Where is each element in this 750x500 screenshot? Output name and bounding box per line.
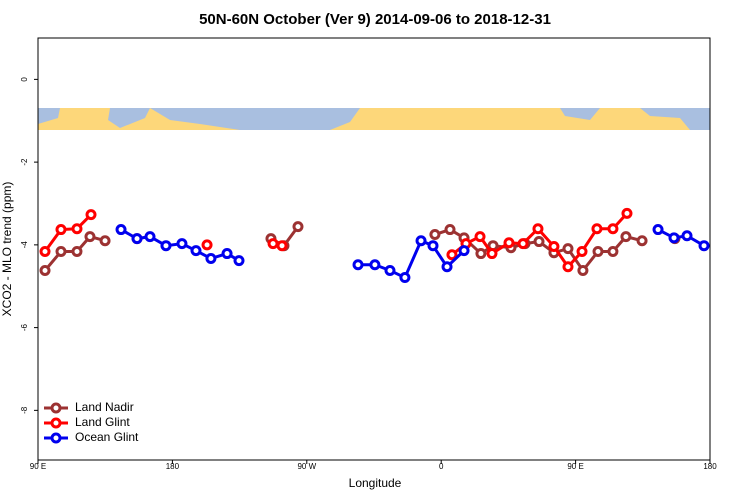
data-point	[415, 235, 427, 247]
data-point	[201, 239, 213, 251]
data-point	[115, 224, 127, 236]
x-tick-label: 90 E	[30, 462, 46, 471]
data-point	[352, 259, 364, 271]
x-axis-label: Longitude	[349, 476, 402, 490]
legend-label: Land Nadir	[75, 400, 134, 414]
data-point	[475, 248, 487, 260]
data-point	[458, 245, 470, 257]
data-point	[517, 238, 529, 250]
plot-frame	[37, 37, 711, 461]
y-tick-label: -4	[20, 241, 29, 249]
y-tick-label: 0	[20, 77, 29, 82]
data-point	[427, 240, 439, 252]
x-tick-label: 180	[166, 462, 180, 471]
data-point	[474, 231, 486, 243]
data-point	[607, 245, 619, 257]
data-point	[562, 243, 574, 255]
data-point	[369, 259, 381, 271]
data-point	[55, 224, 67, 236]
legend-marker	[50, 402, 62, 414]
data-point	[636, 235, 648, 247]
data-point	[144, 231, 156, 243]
data-point	[71, 245, 83, 257]
data-point	[39, 245, 51, 257]
x-tick-label: 90 W	[297, 462, 316, 471]
data-point	[444, 224, 456, 236]
map-water	[38, 108, 710, 130]
x-tick-label: 180	[703, 462, 717, 471]
data-point	[55, 245, 67, 257]
data-point	[267, 238, 279, 250]
data-point	[190, 245, 202, 257]
legend-label: Land Glint	[75, 415, 130, 429]
data-point	[577, 265, 589, 277]
data-point	[276, 240, 288, 252]
data-point	[441, 261, 453, 273]
data-point	[486, 248, 498, 260]
legend-marker	[50, 432, 62, 444]
data-point	[652, 224, 664, 236]
data-point	[221, 248, 233, 260]
data-point	[698, 240, 710, 252]
data-point	[668, 232, 680, 244]
data-point	[176, 238, 188, 250]
data-point	[592, 245, 604, 257]
data-point	[399, 272, 411, 284]
data-point	[548, 241, 560, 253]
y-tick-label: -6	[20, 324, 29, 332]
x-tick-label: 90 E	[567, 462, 583, 471]
y-tick-label: -2	[20, 158, 29, 166]
data-point	[503, 237, 515, 249]
data-point	[621, 207, 633, 219]
data-point	[292, 221, 304, 233]
data-point	[591, 223, 603, 235]
data-point	[71, 223, 83, 235]
data-point	[446, 249, 458, 261]
y-tick-label: -8	[20, 406, 29, 414]
data-point	[607, 223, 619, 235]
data-point	[384, 265, 396, 277]
data-point	[160, 240, 172, 252]
chart-title: 50N-60N October (Ver 9) 2014-09-06 to 20…	[199, 11, 551, 28]
data-point	[533, 236, 545, 248]
data-point	[532, 223, 544, 235]
data-point	[84, 231, 96, 243]
data-point	[681, 230, 693, 242]
data-point	[205, 253, 217, 265]
data-point	[131, 233, 143, 245]
data-point	[562, 261, 574, 273]
data-point	[99, 235, 111, 247]
y-axis-label: XCO2 - MLO trend (ppm)	[0, 182, 14, 317]
data-point	[429, 229, 441, 241]
legend-label: Ocean Glint	[75, 430, 139, 444]
data-point	[620, 231, 632, 243]
legend-marker	[50, 417, 62, 429]
x-tick-label: 0	[439, 462, 444, 471]
data-point	[576, 245, 588, 257]
data-point	[39, 265, 51, 277]
data-point	[85, 209, 97, 221]
map-band	[38, 108, 710, 130]
data-point	[233, 255, 245, 267]
